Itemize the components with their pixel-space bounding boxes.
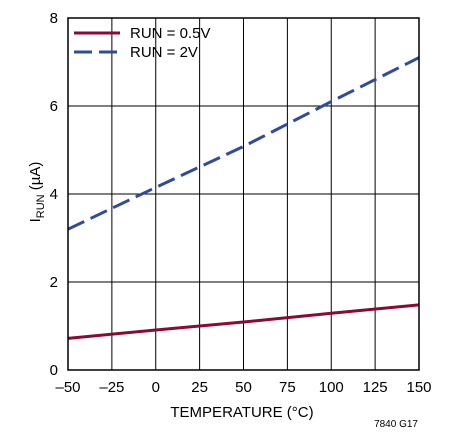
y-ticks: 0 2 4 6 8 [50, 10, 58, 379]
x-axis-label: TEMPERATURE (°C) [170, 404, 313, 421]
y-axis-label-unit: (µA) [27, 162, 44, 195]
legend-label-1: RUN = 0.5V [130, 25, 210, 42]
x-tick-label: –25 [99, 379, 124, 396]
x-tick-label: 125 [363, 379, 388, 396]
series-line-1 [67, 303, 420, 340]
x-tick-label: –50 [55, 379, 80, 396]
x-tick-label: 100 [319, 379, 344, 396]
grid [67, 17, 420, 371]
y-tick-label: 8 [50, 10, 58, 27]
x-tick-label: 0 [152, 379, 160, 396]
x-tick-label: 50 [235, 379, 252, 396]
series-line-2 [67, 56, 420, 231]
x-tick-label: 75 [279, 379, 296, 396]
series-group [67, 56, 420, 340]
legend: RUN = 0.5V RUN = 2V [74, 25, 210, 61]
x-ticks: –50 –25 0 25 50 75 100 125 150 [55, 379, 431, 396]
y-tick-label: 0 [50, 362, 58, 379]
x-tick-label: 150 [406, 379, 431, 396]
y-axis-label: IRUN (µA) [27, 162, 47, 223]
y-tick-label: 2 [50, 274, 58, 291]
legend-label-2: RUN = 2V [130, 44, 198, 61]
y-tick-label: 6 [50, 98, 58, 115]
y-axis-label-sub: RUN [35, 194, 47, 218]
figure-id-note: 7840 G17 [374, 419, 418, 430]
plot-frame [67, 17, 420, 371]
y-axis-label-main: I [27, 218, 44, 222]
x-tick-label: 25 [191, 379, 208, 396]
y-tick-label: 4 [50, 186, 58, 203]
